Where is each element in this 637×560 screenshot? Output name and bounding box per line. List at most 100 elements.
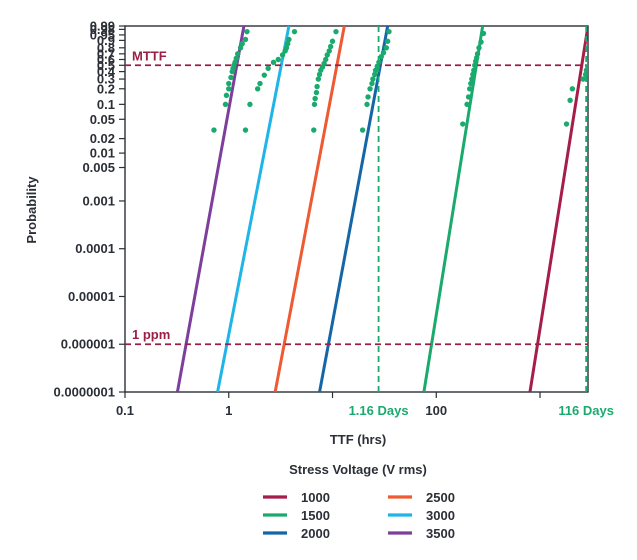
data-point-1500-2 (465, 94, 472, 100)
data-point-3000-6 (270, 59, 277, 66)
data-point-2000-9 (376, 59, 382, 66)
data-point-3000-7 (275, 56, 281, 63)
data-point-2000-13 (384, 38, 391, 44)
y-tick-label-18: 0.00001 (68, 289, 115, 304)
legend-label-3500: 3500 (426, 526, 455, 541)
y-tick-label-10: 0.2 (97, 81, 115, 96)
data-point-3000-4 (261, 72, 267, 78)
data-point-1500-0 (460, 121, 466, 127)
y-tick-label-15: 0.005 (82, 160, 115, 175)
ref-label-y-0: MTTF (132, 48, 167, 63)
data-point-3000-2 (254, 86, 261, 92)
data-point-2500-12 (326, 48, 332, 54)
data-point-2500-6 (316, 71, 323, 78)
y-tick-label-19: 0.000001 (61, 337, 115, 352)
series-line-3000 (216, 26, 291, 392)
data-point-3500-2 (223, 92, 230, 99)
y-tick-label-20: 0.0000001 (54, 385, 115, 400)
y-tick-label-2: 0.95 (90, 27, 115, 42)
data-point-1000-3 (580, 76, 586, 82)
x-tick-label-1: 1 (225, 403, 232, 418)
data-point-2500-3 (313, 89, 320, 96)
data-point-1500-13 (478, 39, 484, 45)
y-axis-title: Probability (24, 176, 39, 244)
y-tick-label-9: 0.3 (97, 72, 115, 87)
data-point-1000-8 (589, 55, 594, 60)
data-point-2500-1 (311, 101, 318, 108)
plot-frame (124, 25, 589, 393)
data-point-2000-8 (374, 63, 380, 70)
data-point-2000-0 (359, 127, 366, 133)
series-line-1000 (528, 26, 588, 392)
y-tick-label-4: 0.8 (97, 40, 115, 55)
y-tick-label-13: 0.02 (90, 131, 115, 146)
data-point-1000-1 (567, 97, 573, 104)
data-point-2000-4 (369, 80, 375, 87)
legend-title: Stress Voltage (V rms) (289, 462, 427, 477)
data-point-2000-1 (364, 101, 370, 108)
x-tick-label-2: 100 (425, 403, 447, 418)
data-point-2500-13 (327, 43, 334, 50)
data-point-2500-15 (333, 28, 339, 35)
data-point-1500-6 (470, 71, 476, 78)
data-point-1000-7 (586, 60, 588, 65)
plot-contents (125, 26, 596, 392)
data-point-2000-3 (367, 86, 373, 92)
y-tick-label-14: 0.01 (90, 146, 115, 161)
data-point-3500-4 (226, 80, 232, 87)
y-tick-label-12: 0.05 (90, 112, 115, 127)
data-point-2500-10 (323, 56, 329, 63)
data-point-3500-1 (222, 101, 229, 108)
data-point-2500-2 (312, 95, 318, 102)
series-line-3500 (175, 26, 246, 392)
data-point-3000-0 (242, 127, 249, 133)
data-point-3500-13 (239, 40, 245, 47)
ref-label-x-2: 1.16 Days (349, 403, 409, 418)
data-point-3500-3 (226, 86, 232, 92)
data-point-1000-9 (591, 51, 596, 56)
data-point-2000-12 (383, 45, 390, 51)
data-point-1500-4 (468, 80, 474, 87)
y-tick-label-3: 0.9 (97, 33, 115, 48)
data-point-2000-14 (386, 28, 392, 35)
data-point-3000-13 (291, 28, 298, 35)
y-tick-label-16: 0.001 (82, 193, 115, 208)
ref-label-x-3: 116 Days (558, 403, 614, 418)
data-point-2500-11 (324, 52, 330, 58)
data-point-1000-6 (585, 63, 588, 70)
legend: 1000 2500 1500 3000 2000 3500 (263, 490, 455, 541)
data-point-3500-14 (242, 36, 249, 43)
y-tick-label-0: 0.99 (90, 19, 115, 34)
data-point-3000-3 (257, 80, 263, 87)
data-point-1000-2 (569, 86, 576, 92)
data-point-3500-12 (237, 45, 244, 51)
data-point-3500-5 (228, 74, 234, 81)
data-point-1500-7 (471, 67, 477, 73)
ref-label-y-1: 1 ppm (132, 327, 170, 342)
legend-label-3000: 3000 (426, 508, 455, 523)
data-point-2500-4 (314, 83, 320, 90)
data-point-2500-5 (315, 76, 322, 82)
data-point-1500-1 (464, 101, 470, 108)
x-axis-title: TTF (hrs) (330, 432, 386, 447)
y-tick-label-1: 0.98 (90, 22, 115, 37)
series-line-1500 (422, 26, 485, 392)
data-point-2000-6 (371, 71, 378, 78)
data-point-2000-11 (380, 49, 387, 56)
data-point-2000-10 (378, 53, 384, 60)
data-point-3500-10 (233, 55, 239, 62)
data-point-3000-5 (265, 65, 271, 72)
plot-area: MTTF 1 ppm 1.16 Days 116 Days (124, 25, 614, 418)
x-axis: 0.1 1 100 (116, 392, 541, 418)
data-point-3000-11 (285, 40, 291, 47)
x-tick-label-0: 0.1 (116, 403, 134, 418)
y-tick-label-17: 0.0001 (75, 241, 115, 256)
data-point-2500-14 (329, 38, 336, 44)
data-point-3000-12 (286, 36, 292, 43)
data-point-2500-0 (311, 127, 317, 133)
data-point-2000-5 (370, 76, 376, 82)
data-point-3000-1 (247, 101, 253, 108)
data-point-1500-5 (469, 76, 475, 82)
y-tick-label-7: 0.5 (97, 58, 115, 73)
